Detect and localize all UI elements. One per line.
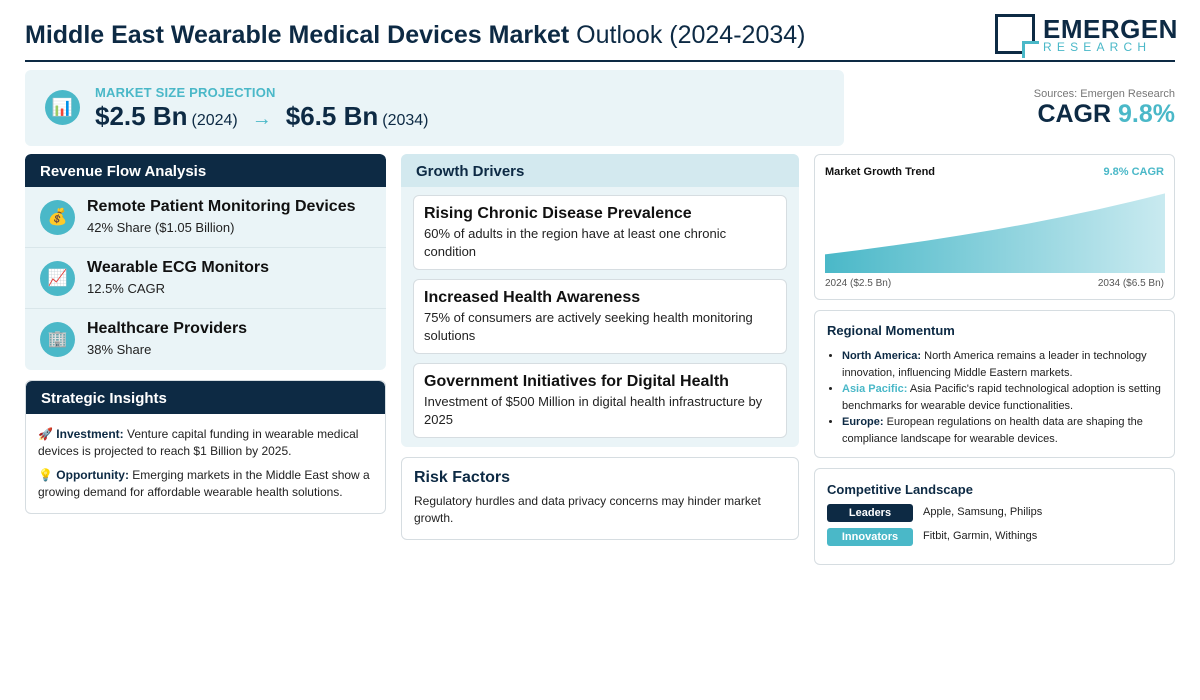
regional-momentum-title: Regional Momentum [827,323,955,338]
driver-card: Rising Chronic Disease Prevalence 60% of… [413,195,787,270]
projection-label: MARKET SIZE PROJECTION [95,85,276,100]
growth-drivers-title: Growth Drivers [401,154,799,187]
insight-item: 💡 Opportunity: Emerging markets in the M… [38,467,373,501]
revenue-item: 🏢 Healthcare Providers 38% Share [25,309,386,370]
chart-cagr-annotation: 9.8% CAGR [1103,166,1164,178]
insight-text: Venture capital funding in wearable medi… [38,427,359,458]
insight-label: Opportunity: [56,468,129,482]
region-text: Asia Pacific's rapid technological adopt… [842,383,1161,412]
start-year: (2024) [191,112,238,129]
market-growth-trend-chart: Market Growth Trend 9.8% CAGR 2024 ($2.5… [814,154,1175,300]
region-text: European regulations on health data are … [842,416,1143,445]
trend-up-icon: 📈 [40,261,75,296]
competitor-names: Fitbit, Garmin, Withings [923,530,1038,542]
page-header: Middle East Wearable Medical Devices Mar… [25,12,1177,62]
chart-title: Market Growth Trend [825,166,936,178]
cagr-label: CAGR [1037,100,1112,128]
revenue-item-sub: 38% Share [87,342,152,357]
risk-factors-text: Regulatory hurdles and data privacy conc… [414,494,761,525]
insight-text: Emerging markets in the Middle East show… [38,468,370,499]
driver-text: 60% of adults in the region have at leas… [424,226,727,259]
page-title: Middle East Wearable Medical Devices Mar… [25,21,805,50]
rocket-icon: 🚀 [38,427,53,441]
driver-text: 75% of consumers are actively seeking he… [424,310,753,343]
chart-end-label: 2034 ($6.5 Bn) [1097,278,1164,289]
page-title-light: Outlook (2024-2034) [576,21,806,49]
competitive-landscape-panel: Competitive Landscape Leaders Apple, Sam… [814,468,1175,565]
revenue-item-sub: 12.5% CAGR [87,281,166,296]
competitor-names: Apple, Samsung, Philips [923,506,1043,518]
logo-mark-icon [995,14,1039,58]
end-value: $6.5 Bn [285,101,379,131]
emergen-logo: EMERGEN RESEARCH [995,14,1177,58]
driver-title: Increased Health Awareness [424,289,641,306]
innovators-badge: Innovators [827,528,913,546]
driver-text: Investment of $500 Million in digital he… [424,394,763,427]
revenue-item: 💰 Remote Patient Monitoring Devices 42% … [25,187,386,248]
revenue-flow-title: Revenue Flow Analysis [25,154,386,187]
leaders-badge: Leaders [827,504,913,522]
insight-label: Investment: [56,427,124,441]
risk-factors-panel: Risk Factors Regulatory hurdles and data… [401,457,799,540]
strategic-insights-title: Strategic Insights [26,381,385,414]
market-size-projection: 📊 MARKET SIZE PROJECTION $2.5 Bn (2024) → $… [25,70,844,146]
list-item: Asia Pacific: Asia Pacific's rapid techn… [842,381,1162,414]
competitive-landscape-title: Competitive Landscape [827,482,973,497]
driver-title: Government Initiatives for Digital Healt… [424,373,729,390]
sources-text: Sources: Emergen Research [1033,88,1175,100]
trend-area-svg [825,193,1165,273]
projection-values: $2.5 Bn (2024) → $6.5 Bn (2034) [95,101,429,132]
arrow-right-icon: → [251,108,272,130]
driver-card: Increased Health Awareness 75% of consum… [413,279,787,354]
revenue-item-title: Remote Patient Monitoring Devices [87,198,356,215]
bar-chart-icon: 📊 [45,90,80,125]
regional-momentum-panel: Regional Momentum North America: North A… [814,310,1175,458]
regional-list: North America: North America remains a l… [827,348,1162,447]
building-icon: 🏢 [40,322,75,357]
chart-start-label: 2024 ($2.5 Bn) [825,278,892,289]
trend-area [825,193,1165,273]
cagr-summary: CAGR 9.8% [1037,100,1175,129]
logo-name: EMERGEN [1043,14,1178,44]
revenue-item-title: Wearable ECG Monitors [87,259,269,276]
region-name: North America: [842,350,922,362]
strategic-insights-panel: Strategic Insights 🚀 Investment: Venture… [25,380,386,514]
region-name: Asia Pacific: [842,383,908,395]
driver-card: Government Initiatives for Digital Healt… [413,363,787,438]
revenue-item-sub: 42% Share ($1.05 Billion) [87,220,235,235]
page-title-bold: Middle East Wearable Medical Devices Mar… [25,21,570,49]
region-name: Europe: [842,416,884,428]
list-item: North America: North America remains a l… [842,348,1162,381]
risk-factors-title: Risk Factors [414,469,511,486]
revenue-item-title: Healthcare Providers [87,320,248,337]
cagr-value: 9.8% [1118,100,1175,128]
revenue-item: 📈 Wearable ECG Monitors 12.5% CAGR [25,248,386,309]
money-bag-icon: 💰 [40,200,75,235]
region-text: North America remains a leader in techno… [842,350,1147,379]
revenue-flow-panel: Revenue Flow Analysis 💰 Remote Patient M… [25,154,386,370]
logo-sub: RESEARCH [1043,40,1152,54]
growth-drivers-panel: Growth Drivers Rising Chronic Disease Pr… [401,154,799,447]
start-value: $2.5 Bn [95,101,188,131]
end-year: (2034) [382,112,429,129]
insight-item: 🚀 Investment: Venture capital funding in… [38,426,373,460]
lightbulb-icon: 💡 [38,468,53,482]
list-item: Europe: European regulations on health d… [842,414,1162,447]
driver-title: Rising Chronic Disease Prevalence [424,205,692,222]
